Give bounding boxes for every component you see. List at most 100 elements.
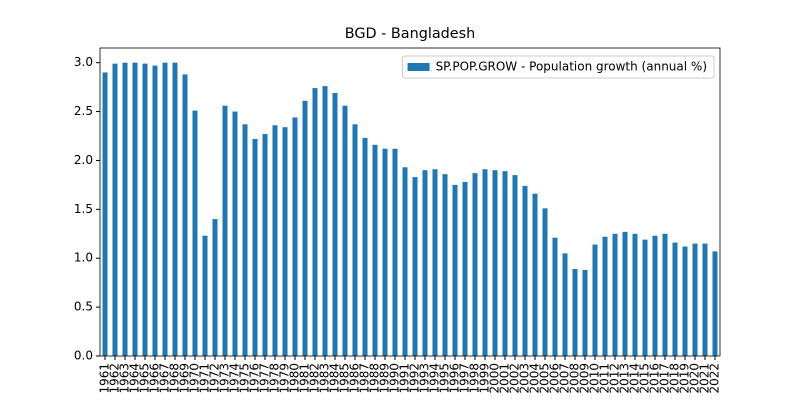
x-tick-label: 1978 bbox=[268, 363, 282, 394]
x-tick-label: 1983 bbox=[318, 363, 332, 394]
x-tick-label: 1968 bbox=[168, 363, 182, 394]
chart-title: BGD - Bangladesh bbox=[345, 26, 476, 42]
bar bbox=[102, 72, 108, 356]
x-tick-label: 2005 bbox=[538, 363, 552, 394]
bar bbox=[152, 65, 158, 356]
x-tick-label: 1991 bbox=[398, 363, 412, 394]
x-tick-label: 1996 bbox=[448, 363, 462, 394]
legend-swatch bbox=[407, 63, 430, 71]
bar bbox=[422, 170, 428, 356]
x-tick-label: 1988 bbox=[368, 363, 382, 394]
x-tick-label: 1962 bbox=[108, 363, 122, 394]
x-tick-label: 2021 bbox=[698, 363, 712, 394]
bar bbox=[472, 173, 478, 356]
bar bbox=[122, 62, 128, 357]
bar bbox=[142, 63, 148, 357]
y-tick-label: 1.0 bbox=[74, 251, 93, 265]
bar bbox=[352, 124, 358, 357]
bar bbox=[442, 174, 448, 356]
bar bbox=[642, 239, 648, 356]
bar bbox=[332, 92, 338, 356]
y-tick-label: 1.5 bbox=[74, 202, 93, 216]
legend-label: SP.POP.GROW - Population growth (annual … bbox=[436, 60, 707, 74]
y-tick-label: 2.5 bbox=[74, 104, 93, 118]
bar bbox=[462, 181, 468, 356]
bar bbox=[662, 233, 668, 356]
bar bbox=[262, 134, 268, 356]
x-tick-label: 1965 bbox=[138, 363, 152, 394]
bar bbox=[432, 169, 438, 356]
x-tick-label: 2019 bbox=[678, 363, 692, 394]
x-tick-label: 1972 bbox=[208, 363, 222, 394]
bar bbox=[502, 171, 508, 356]
y-tick-label: 2.0 bbox=[74, 153, 93, 167]
bar bbox=[282, 127, 288, 356]
x-tick-label: 1995 bbox=[438, 363, 452, 394]
legend-box bbox=[402, 55, 715, 79]
x-tick-label: 1987 bbox=[358, 363, 372, 394]
plot-frame bbox=[99, 47, 721, 357]
x-tick-label: 1994 bbox=[428, 363, 442, 394]
bar bbox=[582, 269, 588, 356]
x-tick-label: 2007 bbox=[558, 363, 572, 394]
bar bbox=[612, 233, 618, 356]
bar bbox=[242, 124, 248, 357]
bar bbox=[682, 246, 688, 356]
bar bbox=[592, 244, 598, 356]
bar bbox=[512, 175, 518, 356]
bar bbox=[162, 62, 168, 357]
bar bbox=[672, 242, 678, 356]
x-tick-label: 2003 bbox=[518, 363, 532, 394]
bar bbox=[632, 233, 638, 356]
x-tick-label: 2020 bbox=[688, 363, 702, 394]
x-tick-label: 2002 bbox=[508, 363, 522, 394]
x-tick-label: 1993 bbox=[418, 363, 432, 394]
bar bbox=[212, 219, 218, 356]
x-tick-label: 2009 bbox=[578, 363, 592, 394]
y-tick-label: 3.0 bbox=[74, 55, 93, 69]
bar bbox=[562, 253, 568, 356]
bar bbox=[552, 237, 558, 356]
x-tick-label: 1979 bbox=[278, 363, 292, 394]
bar bbox=[532, 193, 538, 356]
legend: SP.POP.GROW - Population growth (annual … bbox=[402, 55, 715, 79]
x-tick-label: 2011 bbox=[598, 363, 612, 394]
bar bbox=[312, 88, 318, 356]
bar bbox=[372, 144, 378, 356]
x-tick-label: 1999 bbox=[478, 363, 492, 394]
x-tick-label: 2008 bbox=[568, 363, 582, 394]
bar bbox=[402, 167, 408, 356]
bar bbox=[712, 251, 718, 356]
bar bbox=[112, 63, 118, 357]
bar bbox=[252, 138, 258, 356]
x-tick-label: 1984 bbox=[328, 363, 342, 394]
x-tick-label: 1980 bbox=[288, 363, 302, 394]
bar bbox=[322, 86, 328, 356]
x-tick-label: 1966 bbox=[148, 363, 162, 394]
bar bbox=[542, 208, 548, 356]
x-tick-label: 2015 bbox=[638, 363, 652, 394]
x-tick-label: 1990 bbox=[388, 363, 402, 394]
bar bbox=[182, 74, 188, 357]
bar bbox=[702, 243, 708, 356]
x-tick-label: 1982 bbox=[308, 363, 322, 394]
x-tick-label: 1961 bbox=[98, 363, 112, 394]
bar bbox=[392, 148, 398, 356]
x-tick-label: 2000 bbox=[488, 363, 502, 394]
x-tick-label: 1981 bbox=[298, 363, 312, 394]
x-tick-label: 1967 bbox=[158, 363, 172, 394]
bar bbox=[692, 243, 698, 356]
bar bbox=[232, 111, 238, 356]
x-tick-label: 2013 bbox=[618, 363, 632, 394]
x-tick-label: 2004 bbox=[528, 363, 542, 394]
bar bbox=[492, 170, 498, 356]
x-tick-label: 1974 bbox=[228, 363, 242, 394]
bar bbox=[222, 105, 228, 356]
bar bbox=[192, 110, 198, 356]
y-tick-label: 0.5 bbox=[74, 300, 93, 314]
bar bbox=[272, 125, 278, 356]
bar bbox=[342, 105, 348, 356]
x-tick-label: 2001 bbox=[498, 363, 512, 394]
x-tick-label: 1975 bbox=[238, 363, 252, 394]
